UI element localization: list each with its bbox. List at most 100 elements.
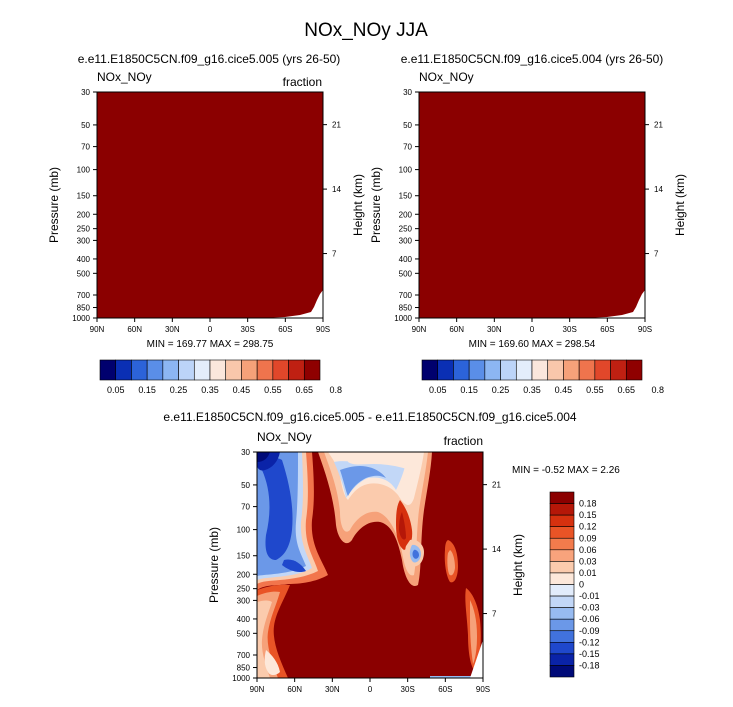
right-tick-label: 7 — [332, 250, 337, 259]
colorbar-label: 0.15 — [579, 510, 597, 520]
colorbar-label: -0.03 — [579, 603, 600, 613]
x-tick-label: 90N — [412, 325, 427, 334]
x-tick-label: 60S — [600, 325, 614, 334]
panel-3-stats: MIN = -0.52 MAX = 2.26 — [512, 465, 620, 476]
colorbar-label: 0.25 — [170, 385, 188, 395]
y-tick-label: 850 — [237, 664, 251, 673]
colorbar-label: 0.05 — [107, 385, 125, 395]
y-tick-label: 850 — [77, 304, 91, 313]
colorbar-box — [437, 359, 454, 381]
y-tick-label: 1000 — [232, 674, 250, 683]
colorbar-box — [549, 595, 575, 608]
panel-3-right-string: fraction — [444, 434, 483, 448]
colorbar-box — [549, 653, 575, 666]
y-tick-label: 150 — [237, 552, 251, 561]
panel-1-right-string: fraction — [283, 75, 322, 89]
colorbar-box — [549, 514, 575, 527]
x-tick-label: 90S — [476, 685, 490, 694]
panel-3-left-string: NOx_NOy — [257, 430, 312, 444]
panel-1-ylabel-right: Height (km) — [351, 174, 365, 236]
colorbar-box — [421, 359, 439, 381]
panel-3-right-ticks: 21 14 7 — [483, 481, 501, 619]
panel-3-ylabel-right: Height (km) — [511, 534, 525, 596]
colorbar-label: -0.09 — [579, 626, 600, 636]
colorbar-box — [610, 359, 627, 381]
colorbar-label: -0.01 — [579, 591, 600, 601]
y-tick-label: 700 — [399, 291, 413, 300]
colorbar-box — [209, 359, 227, 381]
colorbar-box — [241, 359, 258, 381]
x-tick-label: 60N — [287, 685, 302, 694]
y-tick-label: 250 — [77, 225, 91, 234]
colorbar-label: 0.45 — [233, 385, 251, 395]
colorbar-box — [99, 359, 117, 381]
x-tick-label: 60N — [127, 325, 142, 334]
x-tick-label: 60S — [438, 685, 452, 694]
panel-2-colorbar — [421, 359, 643, 381]
colorbar-label: 0.65 — [618, 385, 636, 395]
panel-2-missing-corner — [584, 290, 645, 318]
colorbar-box — [288, 359, 305, 381]
panel-3-ylabel: Pressure (mb) — [207, 527, 221, 603]
x-tick-label: 30S — [241, 325, 255, 334]
colorbar-box — [549, 526, 575, 539]
right-tick-label: 21 — [332, 121, 341, 130]
y-tick-label: 500 — [399, 269, 413, 278]
colorbar-label: 0.15 — [460, 385, 478, 395]
colorbar-box — [484, 359, 501, 381]
y-tick-label: 70 — [241, 503, 250, 512]
panel-1-missing-corner — [262, 290, 323, 318]
y-tick-label: 100 — [399, 166, 413, 175]
colorbar-box — [549, 491, 575, 504]
y-tick-label: 250 — [237, 585, 251, 594]
panel-3-colorbar-labels: 0.180.150.120.090.060.030.010-0.01-0.03-… — [579, 499, 600, 671]
panel-2-title: e.e11.E1850C5CN.f09_g16.cice5.004 (yrs 2… — [401, 52, 664, 66]
y-tick-label: 300 — [77, 236, 91, 245]
colorbar-label: 0.01 — [579, 568, 597, 578]
colorbar-label: 0.55 — [586, 385, 604, 395]
colorbar-box — [178, 359, 195, 381]
right-tick-label: 7 — [492, 610, 497, 619]
y-tick-label: 200 — [77, 210, 91, 219]
x-tick-label: 30S — [401, 685, 415, 694]
colorbar-label: 0.65 — [296, 385, 314, 395]
x-tick-label: 0 — [368, 685, 373, 694]
y-tick-label: 50 — [81, 121, 90, 130]
x-tick-label: 0 — [530, 325, 535, 334]
colorbar-box — [193, 359, 211, 381]
y-tick-label: 100 — [237, 526, 251, 535]
x-tick-label: 90S — [638, 325, 652, 334]
x-tick-label: 0 — [208, 325, 213, 334]
colorbar-label: 0.12 — [579, 522, 597, 532]
panel-2-colorbar-labels: 0.05 0.15 0.25 0.35 0.45 0.55 0.65 0.8 — [429, 385, 664, 395]
colorbar-box — [162, 359, 179, 381]
colorbar-label: 0.06 — [579, 545, 597, 555]
y-tick-label: 30 — [403, 88, 412, 97]
colorbar-label: -0.12 — [579, 637, 600, 647]
colorbar-box — [549, 537, 575, 551]
colorbar-label: 0.05 — [429, 385, 447, 395]
colorbar-label: 0.25 — [492, 385, 510, 395]
figure-title: NOx_NOy JJA — [304, 20, 428, 41]
colorbar-label: 0.35 — [201, 385, 219, 395]
colorbar-box — [549, 584, 575, 597]
colorbar-box — [225, 359, 242, 381]
right-tick-label: 14 — [492, 545, 501, 554]
x-tick-label: 90S — [316, 325, 330, 334]
colorbar-box — [549, 630, 575, 643]
colorbar-label: 0.8 — [651, 385, 664, 395]
colorbar-box — [115, 359, 132, 381]
colorbar-label: 0.15 — [138, 385, 156, 395]
panel-2-ylabel-right: Height (km) — [673, 174, 687, 236]
colorbar-box — [594, 359, 611, 381]
y-tick-label: 400 — [399, 255, 413, 264]
colorbar-box — [549, 618, 575, 632]
colorbar-label: 0.8 — [329, 385, 342, 395]
colorbar-box — [549, 607, 575, 620]
panel-1-ylabel: Pressure (mb) — [47, 167, 61, 243]
colorbar-box — [256, 359, 274, 381]
colorbar-box — [549, 572, 575, 585]
colorbar-label: 0.55 — [264, 385, 282, 395]
